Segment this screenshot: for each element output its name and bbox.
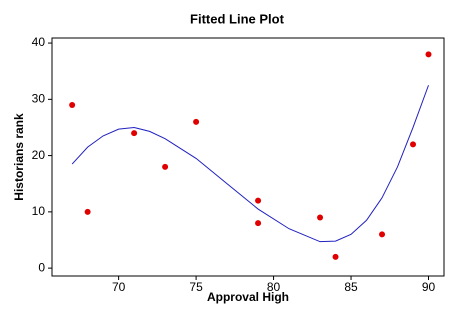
x-tick-label: 70	[112, 280, 126, 294]
y-tick-label: 10	[32, 204, 46, 218]
y-tick-label: 20	[32, 148, 46, 162]
x-tick-label: 75	[189, 280, 203, 294]
y-axis-label: Historians rank	[12, 113, 26, 201]
x-axis-label: Approval High	[207, 290, 289, 304]
y-tick-label: 30	[32, 92, 46, 106]
fitted-line	[71, 85, 429, 243]
chart-title: Fitted Line Plot	[190, 11, 285, 26]
point	[317, 214, 324, 221]
point	[162, 163, 169, 170]
point	[84, 208, 91, 215]
point	[425, 51, 432, 58]
point	[410, 141, 417, 148]
y-tick-label: 0	[38, 260, 45, 274]
x-tick-label: 85	[344, 280, 358, 294]
x-tick-label: 80	[267, 280, 281, 294]
x-tick-label: 90	[422, 280, 436, 294]
y-tick-label: 40	[32, 35, 46, 49]
point	[255, 197, 262, 204]
point	[69, 101, 76, 108]
point	[332, 253, 339, 260]
point	[131, 130, 138, 137]
plot-frame	[51, 37, 445, 277]
point	[255, 220, 262, 227]
point	[379, 231, 386, 238]
point	[193, 118, 200, 125]
